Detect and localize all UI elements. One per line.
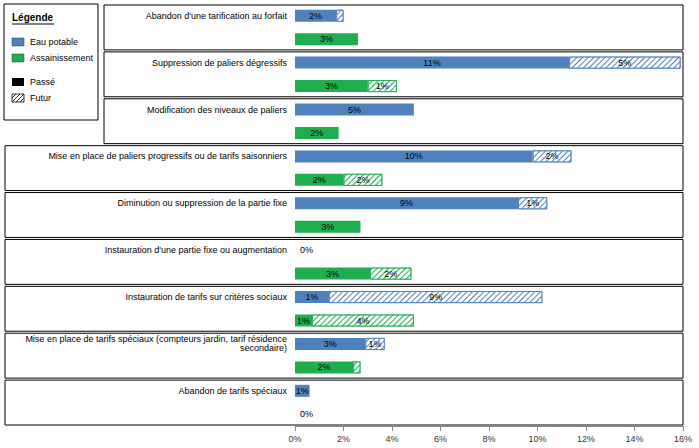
svg-text:2%: 2% — [309, 11, 322, 21]
svg-text:Diminution ou suppression de l: Diminution ou suppression de la partie f… — [117, 198, 287, 208]
svg-text:8%: 8% — [482, 434, 495, 444]
svg-text:4%: 4% — [356, 316, 369, 326]
svg-text:10%: 10% — [405, 151, 423, 161]
svg-text:1%: 1% — [296, 386, 309, 396]
svg-text:2%: 2% — [313, 175, 326, 185]
svg-text:Suppression de paliers dégress: Suppression de paliers dégressifs — [152, 58, 288, 68]
svg-text:16%: 16% — [674, 434, 692, 444]
svg-text:14%: 14% — [625, 434, 643, 444]
svg-text:3%: 3% — [321, 222, 334, 232]
svg-text:Eau potable: Eau potable — [30, 37, 78, 47]
svg-text:2%: 2% — [337, 434, 350, 444]
svg-text:Instauration d'une partie fixe: Instauration d'une partie fixe ou augmen… — [105, 245, 287, 255]
svg-text:9%: 9% — [429, 292, 442, 302]
svg-text:9%: 9% — [400, 198, 413, 208]
svg-text:Futur: Futur — [30, 93, 51, 103]
svg-text:2%: 2% — [356, 175, 369, 185]
svg-text:12%: 12% — [577, 434, 595, 444]
svg-text:Assainissement: Assainissement — [30, 53, 94, 63]
svg-text:Légende: Légende — [12, 12, 54, 23]
svg-text:0%: 0% — [300, 245, 313, 255]
svg-text:3%: 3% — [326, 269, 339, 279]
svg-text:Abandon de tarifs spéciaux: Abandon de tarifs spéciaux — [178, 386, 287, 396]
svg-text:Abandon d'une tarification au: Abandon d'une tarification au forfait — [146, 11, 288, 21]
svg-text:11%: 11% — [423, 58, 440, 68]
svg-text:2%: 2% — [310, 128, 323, 138]
svg-text:1%: 1% — [526, 198, 539, 208]
svg-text:6%: 6% — [434, 434, 447, 444]
svg-text:Modification des niveaux de pa: Modification des niveaux de paliers — [147, 105, 288, 115]
svg-text:Mise en place de paliers progr: Mise en place de paliers progressifs ou … — [48, 151, 287, 161]
svg-text:2%: 2% — [384, 269, 397, 279]
svg-text:2%: 2% — [546, 151, 559, 161]
svg-text:Passé: Passé — [30, 77, 55, 87]
svg-text:1%: 1% — [305, 292, 318, 302]
svg-text:Instauration de tarifs sur cri: Instauration de tarifs sur critères soci… — [125, 292, 287, 302]
svg-text:1%: 1% — [369, 339, 382, 349]
svg-text:0%: 0% — [288, 434, 301, 444]
svg-text:3%: 3% — [320, 34, 333, 44]
svg-text:secondaire): secondaire) — [237, 343, 287, 353]
svg-text:3%: 3% — [325, 81, 338, 91]
svg-text:2%: 2% — [318, 362, 331, 372]
svg-text:5%: 5% — [618, 58, 631, 68]
svg-text:10%: 10% — [528, 434, 546, 444]
svg-text:0%: 0% — [300, 409, 313, 419]
svg-text:3%: 3% — [324, 339, 337, 349]
svg-text:Mise en place de tarifs spécia: Mise en place de tarifs spéciaux (compte… — [25, 334, 287, 345]
svg-text:1%: 1% — [297, 316, 310, 326]
svg-text:1%: 1% — [376, 81, 389, 91]
svg-text:5%: 5% — [348, 105, 361, 115]
svg-text:4%: 4% — [385, 434, 398, 444]
